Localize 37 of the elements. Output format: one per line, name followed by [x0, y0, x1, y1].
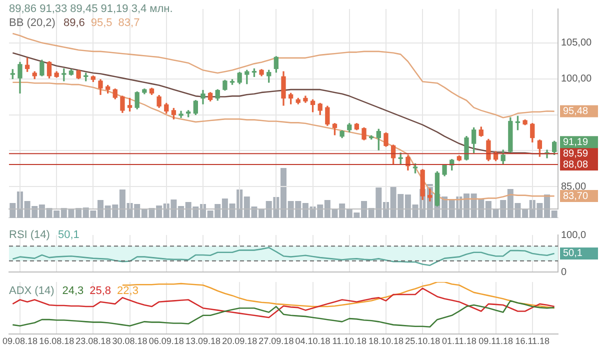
x-tick-label: 30.08.18: [112, 336, 148, 346]
chart-title: 89,86 91,33 89,45 91,19 3,4 млн.: [9, 3, 173, 16]
data-label: 95,48: [563, 106, 588, 118]
x-tick-label: 04.10.18: [295, 336, 330, 346]
x-tick-label: 09.08.18: [2, 336, 38, 346]
data-label: 50,1: [563, 248, 583, 260]
x-tick-label: 16.11.18: [515, 336, 550, 346]
data-label: 83,70: [563, 190, 588, 202]
x-tick-label: 06.09.18: [148, 336, 184, 346]
x-tick-label: 23.08.18: [76, 336, 111, 346]
y-tick-label: 0: [561, 266, 567, 278]
annotation: 24,3: [62, 285, 84, 298]
x-tick-label: 01.11.18: [442, 336, 476, 346]
y-tick-label: 100,0: [561, 230, 586, 241]
x-tick-label: 25.10.18: [405, 336, 440, 346]
chart-title: RSI (14): [9, 229, 50, 242]
annotation: 83,7: [118, 17, 140, 30]
annotation: 25,8: [90, 285, 112, 298]
x-tick-label: 20.09.18: [222, 336, 258, 346]
annotation: 89,6: [63, 17, 85, 30]
y-tick-label: 105,00: [561, 38, 592, 49]
text: BB (20,2): [9, 17, 56, 30]
chart-title: ADX (14): [9, 285, 54, 298]
annotation: 95,5: [90, 17, 112, 30]
x-tick-label: 27.09.18: [258, 336, 294, 346]
x-tick-label: 16.08.18: [39, 336, 74, 346]
x-tick-label: 11.10.18: [332, 336, 367, 346]
annotation: 22,3: [117, 285, 138, 298]
y-tick-label: 85,00: [561, 181, 586, 192]
x-tick-label: 13.09.18: [185, 336, 221, 346]
ref-line-label: 89,59: [563, 148, 588, 160]
annotation: 50,1: [58, 229, 80, 242]
x-tick-label: 09.11.18: [478, 336, 513, 346]
y-tick-label: 100,00: [561, 74, 592, 85]
x-tick-label: 18.10.18: [368, 336, 404, 346]
ref-line-label: 88,08: [563, 159, 588, 170]
text: 91,19: [563, 136, 588, 148]
